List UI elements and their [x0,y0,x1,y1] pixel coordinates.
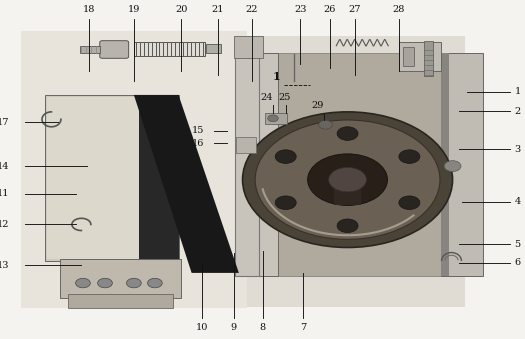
Bar [234,36,262,58]
Bar [80,46,100,53]
Text: 6: 6 [514,258,521,267]
Bar [257,53,446,276]
FancyBboxPatch shape [100,41,129,58]
Bar [235,54,259,276]
Text: 1: 1 [514,87,521,96]
Circle shape [337,219,358,233]
Text: 13: 13 [0,261,9,270]
Circle shape [76,278,90,288]
Bar [403,47,414,66]
Text: 8: 8 [259,323,266,332]
Circle shape [268,115,278,122]
Bar [206,44,221,53]
Bar [68,294,173,308]
Polygon shape [134,95,239,273]
Text: 5: 5 [514,240,521,248]
Circle shape [337,127,358,140]
Bar [441,53,483,276]
Bar [47,97,150,259]
Circle shape [399,196,420,210]
Bar [441,53,449,276]
Bar [21,31,247,308]
Text: 16: 16 [191,139,204,147]
Circle shape [329,167,366,192]
Text: 10: 10 [196,323,208,332]
Circle shape [148,278,162,288]
Text: 20: 20 [175,4,187,14]
Polygon shape [45,95,178,261]
Text: 25: 25 [278,93,291,102]
Text: 17: 17 [0,118,9,126]
Text: 26: 26 [323,4,336,14]
Polygon shape [139,95,178,261]
Text: 2: 2 [514,107,521,116]
Circle shape [127,278,141,288]
Circle shape [275,150,296,163]
Text: 21: 21 [212,4,224,14]
Text: 23: 23 [294,4,307,14]
Circle shape [255,120,440,239]
Text: 3: 3 [514,145,521,154]
FancyBboxPatch shape [334,178,361,205]
Text: 18: 18 [83,4,96,14]
Bar [134,42,205,56]
Text: 19: 19 [128,4,140,14]
Text: 11: 11 [0,190,9,198]
Bar [236,137,256,153]
Circle shape [98,278,112,288]
Circle shape [444,161,461,172]
Text: 15: 15 [191,126,204,135]
Circle shape [275,196,296,210]
Text: 14: 14 [0,162,9,171]
Text: 12: 12 [0,220,9,229]
Bar [247,36,465,307]
Text: 29: 29 [311,101,324,110]
Circle shape [308,154,387,205]
Bar [60,259,181,298]
Bar [247,53,278,276]
Text: 27: 27 [349,4,361,14]
Text: 28: 28 [393,4,405,14]
Bar [424,41,433,76]
Text: 24: 24 [260,93,273,102]
Text: 1: 1 [273,71,280,82]
Text: 9: 9 [230,323,237,332]
Circle shape [243,112,453,247]
Text: 4: 4 [514,197,521,206]
Bar [134,42,205,56]
Bar [399,42,441,71]
Text: 22: 22 [246,4,258,14]
Bar [265,113,287,124]
Circle shape [399,150,420,163]
Circle shape [319,120,332,129]
Text: 7: 7 [300,323,307,332]
